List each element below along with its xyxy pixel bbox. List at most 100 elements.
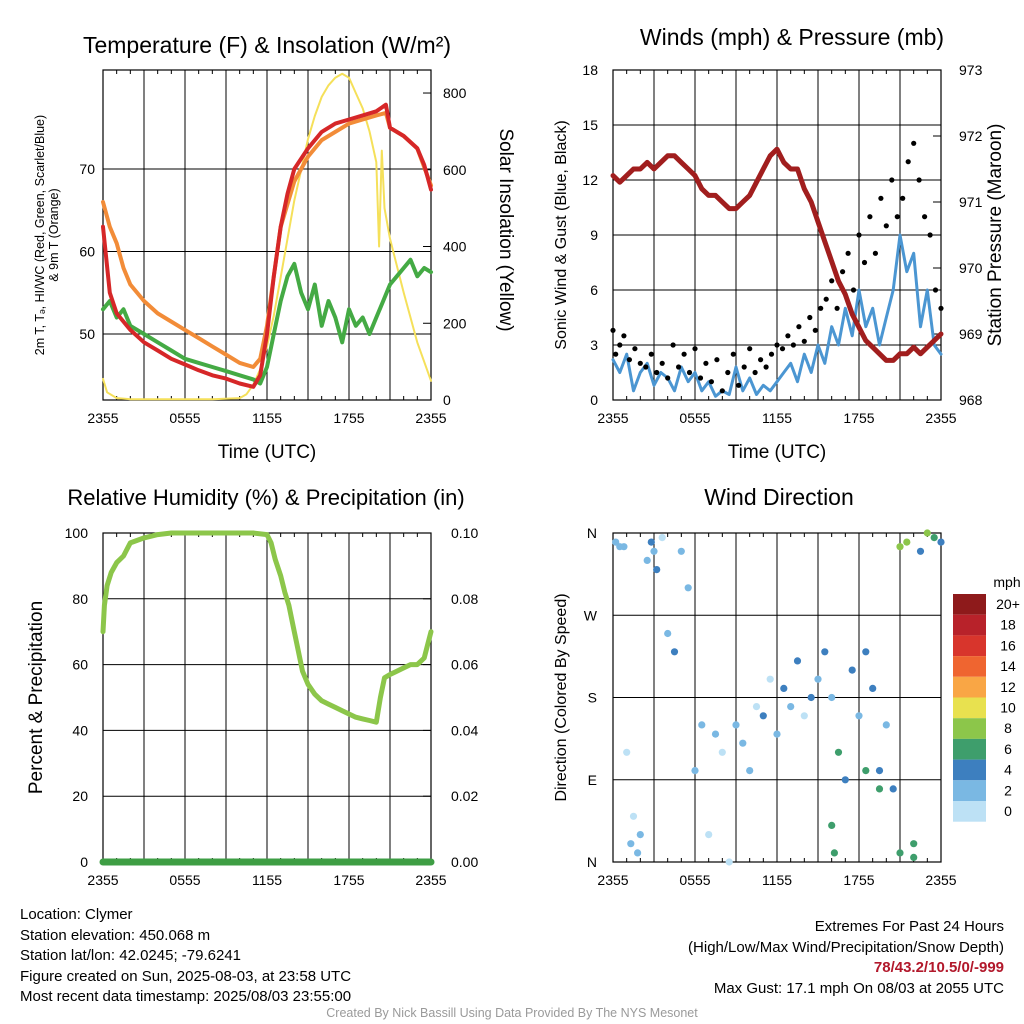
winds-ytick-label: 3 xyxy=(590,337,598,353)
gust-point xyxy=(850,287,857,293)
gust-point xyxy=(807,314,813,321)
gust-point xyxy=(938,305,944,311)
wdir-legend-label: 0 xyxy=(1004,803,1012,819)
rh-ytick-right-label: 0.06 xyxy=(451,657,478,673)
wdir-ytick-label: W xyxy=(584,607,598,623)
temp-xtick-label: 1755 xyxy=(333,410,364,426)
gust-point xyxy=(790,342,797,348)
rh-ytick-right-label: 0.08 xyxy=(451,591,478,607)
temp-series-line xyxy=(101,110,433,369)
gust-point xyxy=(692,346,698,352)
wdir-point xyxy=(875,767,884,775)
gust-point xyxy=(823,296,829,302)
gust-point xyxy=(900,195,906,201)
rh-ytick-right-label: 0.10 xyxy=(451,525,478,541)
rh-ytick-right-label: 0.00 xyxy=(451,854,478,870)
wdir-point xyxy=(718,748,726,756)
wdir-legend-swatch xyxy=(953,738,986,760)
wdir-point xyxy=(636,831,644,839)
wdir-point xyxy=(670,648,679,656)
wdir-ylabel: Direction (Colored By Speed) xyxy=(553,593,570,801)
gust-point xyxy=(785,333,791,339)
temp-series-line xyxy=(102,72,432,401)
gust-point xyxy=(872,250,879,256)
wdir-point xyxy=(882,721,890,729)
temp-ylabel-line: & 9m T (Orange) xyxy=(47,188,61,281)
winds-xlabel: Time (UTC) xyxy=(728,442,827,463)
latlon-text: Station lat/lon: 42.0245; -79.6241 xyxy=(20,947,242,964)
temp-ylabel-right: Solar Insolation (Yellow) xyxy=(495,128,516,331)
temp-ytick-label: 60 xyxy=(79,244,95,260)
rh-xtick-label: 2355 xyxy=(87,872,118,888)
wdir-legend-swatch xyxy=(953,759,986,781)
rh-title: Relative Humidity (%) & Precipitation (i… xyxy=(67,485,464,510)
gust-point xyxy=(725,369,731,376)
gust-point xyxy=(834,305,840,311)
rh-ytick-label: 20 xyxy=(72,788,88,804)
gust-point xyxy=(878,195,884,201)
gust-point xyxy=(927,232,933,238)
wdir-point xyxy=(780,684,788,693)
wdir-point xyxy=(677,547,685,555)
wdir-legend-swatch xyxy=(953,801,986,822)
temp-ytick-label: 70 xyxy=(79,161,95,177)
wdir-legend-label: 12 xyxy=(1000,679,1016,695)
wdir-point xyxy=(828,821,836,830)
gust-point xyxy=(747,346,753,352)
wdir-point xyxy=(848,666,856,674)
wdir-xtick-label: 1755 xyxy=(843,872,874,888)
wdir-point xyxy=(698,721,706,729)
gust-point xyxy=(867,214,873,220)
rh-ytick-label: 40 xyxy=(72,722,88,738)
gust-point xyxy=(708,379,715,385)
gust-point xyxy=(686,369,693,376)
wdir-point xyxy=(664,629,672,638)
temp-xtick-label: 0555 xyxy=(169,410,200,426)
wdir-point xyxy=(862,767,870,775)
rh-xtick-label: 1755 xyxy=(333,872,364,888)
temp-ylabel-line: 2m T, Tₔ, HI/WC (Red, Green, Scarlet/Blu… xyxy=(33,115,47,355)
wdir-point xyxy=(732,721,740,729)
rh-xtick-label: 1155 xyxy=(252,872,282,888)
winds-ytick-right-label: 968 xyxy=(959,392,983,408)
rh-ytick-label: 80 xyxy=(72,591,88,607)
wdir-point xyxy=(612,538,620,546)
rh-ytick-label: 0 xyxy=(80,854,88,870)
gust-point xyxy=(801,338,807,344)
wdir-point xyxy=(930,534,938,542)
wdir-ytick-label: N xyxy=(587,854,597,870)
gust-point xyxy=(845,250,851,256)
temp-ytick-label: 50 xyxy=(79,326,95,342)
winds-ylabel-right: Station Pressure (Maroon) xyxy=(985,124,1006,347)
wdir-point xyxy=(821,648,829,656)
gust-point xyxy=(818,305,824,311)
wdir-legend-swatch xyxy=(953,635,986,657)
winds-ytick-label: 18 xyxy=(582,62,598,78)
gust-point xyxy=(856,232,862,238)
winds-xtick-label: 2355 xyxy=(597,410,628,426)
created-text: Figure created on Sun, 2025-08-03, at 23… xyxy=(20,967,352,985)
wdir-point xyxy=(759,712,767,720)
gust-point xyxy=(654,369,660,376)
rh-xtick-label: 0555 xyxy=(169,872,200,888)
winds-ytick-label: 12 xyxy=(582,172,598,188)
wdir-legend-swatch xyxy=(953,780,986,801)
gust-point xyxy=(676,364,682,370)
winds-xtick-label: 2355 xyxy=(925,410,956,426)
rh-ytick-label: 60 xyxy=(72,657,88,673)
temp-series-line xyxy=(101,102,433,389)
temp-xtick-label: 1155 xyxy=(252,410,282,426)
temp-ytick-right-label: 200 xyxy=(443,315,467,331)
wdir-point xyxy=(896,849,904,857)
wdir-xtick-label: 2355 xyxy=(925,872,956,888)
wdir-point xyxy=(711,730,720,738)
gust-point xyxy=(643,364,649,370)
gust-point xyxy=(779,346,786,352)
gust-point xyxy=(774,342,780,348)
rh-panel: 2355 0555 1155 1755 2355 Relative Humidity (%… xyxy=(26,485,478,888)
winds-ytick-label: 0 xyxy=(590,392,598,408)
extremes-subtitle: (High/Low/Max Wind/Precipitation/Snow De… xyxy=(688,938,1004,956)
gust-point xyxy=(889,177,895,183)
credit-text: Created By Nick Bassill Using Data Provi… xyxy=(326,1006,698,1020)
wdir-point xyxy=(910,853,918,862)
